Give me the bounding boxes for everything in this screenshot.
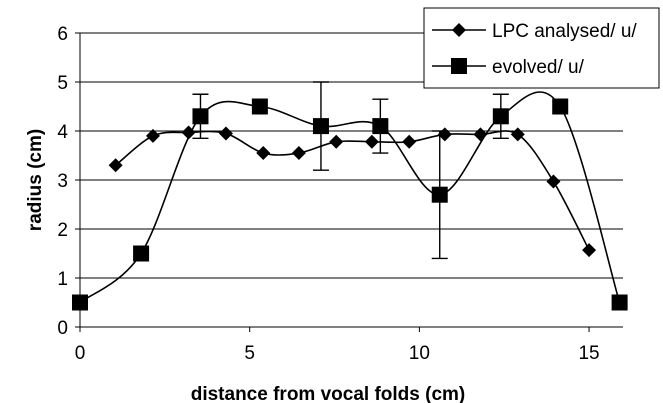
- legend-box: [423, 7, 660, 89]
- legend-item: evolved/ u/: [432, 57, 585, 78]
- data-point: [329, 134, 344, 149]
- data-point: [402, 134, 417, 149]
- legend-marker: [452, 23, 466, 37]
- legend: LPC analysed/ u/evolved/ u/: [423, 7, 660, 89]
- data-point: [192, 108, 209, 125]
- y-axis-title: radius (cm): [25, 129, 46, 231]
- x-tick-label: 15: [578, 343, 599, 364]
- data-point: [582, 243, 597, 258]
- data-point: [611, 294, 628, 311]
- data-point: [431, 186, 448, 203]
- data-point: [312, 118, 329, 135]
- series-evolved: [72, 81, 628, 311]
- y-tick-label: 0: [57, 318, 68, 339]
- tick-labels: 0 1 2 3 4 5 6 0 5 10 15: [57, 24, 599, 364]
- y-tick-label: 3: [57, 171, 68, 192]
- series-line: [115, 130, 590, 251]
- data-point: [552, 98, 569, 115]
- data-point: [218, 126, 233, 141]
- x-tick-label: 0: [75, 343, 86, 364]
- legend-label: LPC analysed/ u/: [492, 21, 637, 42]
- y-tick-label: 1: [57, 269, 68, 290]
- series-layer: [72, 81, 628, 311]
- axes: [75, 32, 623, 332]
- x-tick-label: 10: [409, 343, 430, 364]
- data-point: [510, 127, 525, 142]
- y-tick-label: 5: [57, 73, 68, 94]
- data-point: [364, 134, 379, 149]
- data-point: [546, 174, 561, 189]
- x-axis-title: distance from vocal folds (cm): [191, 384, 466, 403]
- data-point: [133, 245, 150, 262]
- data-point: [145, 128, 160, 143]
- data-point: [372, 118, 389, 135]
- data-point: [72, 294, 88, 311]
- y-tick-label: 2: [57, 220, 68, 241]
- series-line: [79, 91, 621, 304]
- x-tick-label: 5: [244, 343, 255, 364]
- grid: [80, 32, 623, 279]
- data-point: [437, 127, 452, 142]
- data-point: [108, 158, 123, 173]
- legend-label: evolved/ u/: [492, 57, 585, 78]
- y-tick-label: 6: [57, 24, 68, 45]
- legend-item: LPC analysed/ u/: [432, 21, 637, 42]
- y-tick-label: 4: [57, 122, 68, 143]
- data-point: [256, 146, 271, 161]
- data-point: [251, 98, 268, 115]
- data-point: [492, 108, 509, 125]
- series-lpc-analysed: [108, 125, 597, 258]
- data-point: [291, 146, 306, 161]
- legend-marker: [451, 58, 467, 74]
